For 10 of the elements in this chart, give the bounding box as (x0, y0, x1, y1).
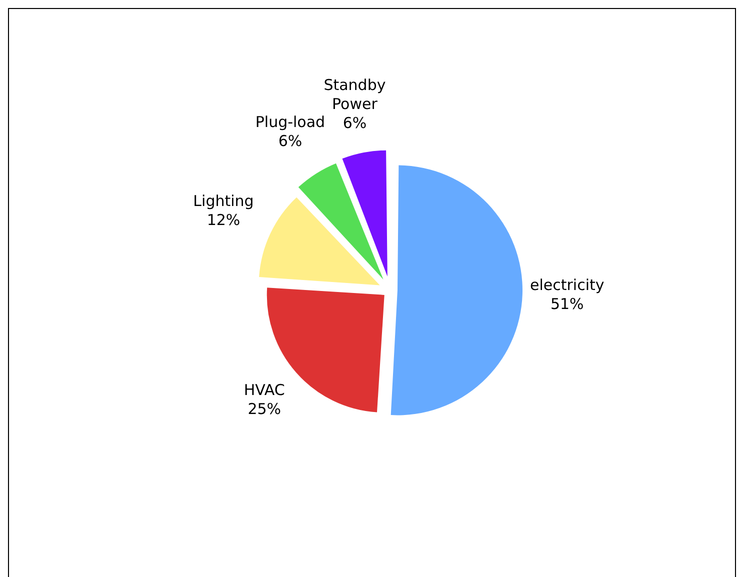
data-label: 51% (550, 294, 584, 313)
slice-label: electricity (530, 276, 604, 294)
slice-label: Standby Power (324, 76, 386, 113)
slice-label: Plug-load (255, 113, 326, 132)
data-label: 6% (342, 114, 367, 132)
data-label: 12% (206, 211, 240, 230)
slice-label: HVAC (244, 381, 285, 400)
data-label: 25% (248, 400, 282, 418)
slice-label: Lighting (193, 192, 254, 210)
data-label: 6% (278, 132, 302, 150)
